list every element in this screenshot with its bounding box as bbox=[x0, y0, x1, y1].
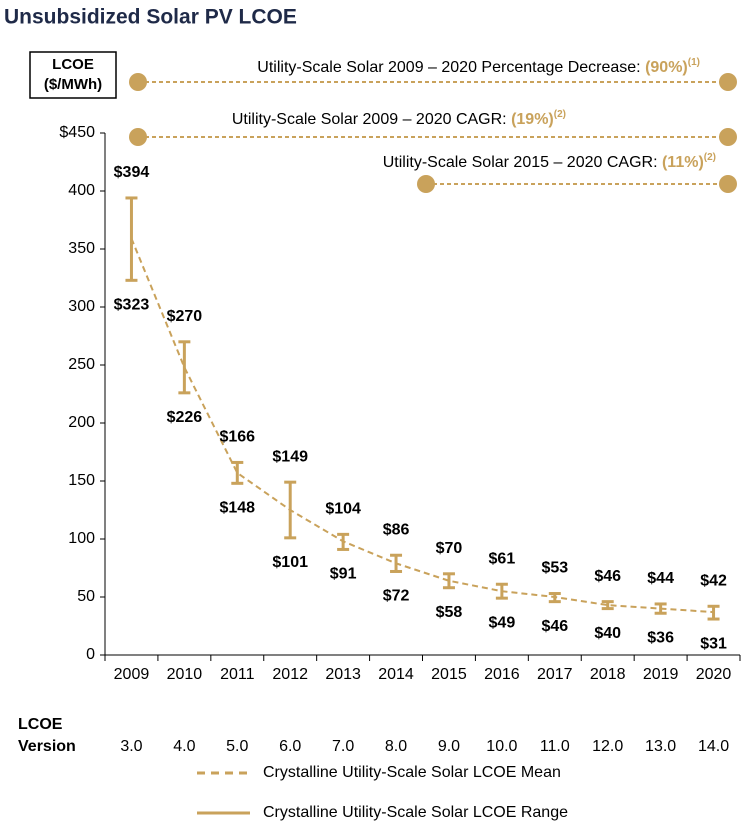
annotation-note: (2) bbox=[704, 152, 716, 163]
annotation: Utility-Scale Solar 2009 – 2020 CAGR: (1… bbox=[232, 109, 566, 129]
legend-label: Crystalline Utility-Scale Solar LCOE Mea… bbox=[263, 764, 561, 781]
y-tick-label: 350 bbox=[68, 240, 95, 257]
row-value: 5.0 bbox=[226, 738, 248, 755]
high-label: $61 bbox=[489, 550, 516, 567]
annotation: Utility-Scale Solar 2009 – 2020 Percenta… bbox=[257, 57, 700, 77]
row-value: 11.0 bbox=[540, 738, 570, 755]
row-value: 3.0 bbox=[120, 738, 142, 755]
annotation-text: Utility-Scale Solar 2009 – 2020 Percenta… bbox=[257, 59, 645, 76]
high-label: $53 bbox=[541, 560, 568, 577]
y-tick-label: 100 bbox=[68, 530, 95, 547]
y-axis-label: LCOE ($/MWh) bbox=[44, 56, 102, 93]
annotation-note: (1) bbox=[688, 57, 700, 68]
x-tick-label: 2017 bbox=[537, 666, 573, 683]
x-tick-label: 2020 bbox=[696, 666, 732, 683]
high-label: $149 bbox=[272, 448, 308, 465]
row-label: LCOE Version bbox=[18, 716, 76, 755]
y-tick-label: 250 bbox=[68, 356, 95, 373]
low-label: $46 bbox=[541, 618, 568, 635]
x-tick-label: 2009 bbox=[114, 666, 150, 683]
low-label: $36 bbox=[647, 629, 674, 646]
low-label: $226 bbox=[167, 409, 203, 426]
low-label: $31 bbox=[700, 635, 727, 652]
annotation: Utility-Scale Solar 2015 – 2020 CAGR: (1… bbox=[383, 152, 716, 172]
annotation-note: (2) bbox=[554, 109, 566, 120]
y-tick-label: 50 bbox=[77, 588, 95, 605]
high-label: $394 bbox=[114, 164, 150, 181]
y-tick-label: 200 bbox=[68, 414, 95, 431]
annotation-dot bbox=[129, 73, 147, 91]
row-value: 13.0 bbox=[645, 738, 676, 755]
low-label: $148 bbox=[219, 500, 255, 517]
row-value: 10.0 bbox=[486, 738, 517, 755]
annotation-value: (90%) bbox=[645, 59, 688, 76]
low-label: $58 bbox=[436, 604, 463, 621]
annotation-value: (11%) bbox=[662, 154, 704, 171]
x-tick-label: 2012 bbox=[272, 666, 308, 683]
legend-label: Crystalline Utility-Scale Solar LCOE Ran… bbox=[263, 804, 568, 821]
low-label: $323 bbox=[114, 297, 150, 314]
annotation-value: (19%) bbox=[511, 111, 554, 128]
annotation-dot bbox=[719, 128, 737, 146]
x-tick-label: 2018 bbox=[590, 666, 626, 683]
high-label: $270 bbox=[167, 308, 203, 325]
annotation-dot bbox=[719, 175, 737, 193]
high-label: $44 bbox=[647, 570, 674, 587]
x-tick-label: 2016 bbox=[484, 666, 520, 683]
high-label: $42 bbox=[700, 572, 727, 589]
annotation-dot bbox=[129, 128, 147, 146]
low-label: $91 bbox=[330, 566, 357, 583]
annotation-dot bbox=[719, 73, 737, 91]
x-tick-label: 2019 bbox=[643, 666, 679, 683]
row-value: 12.0 bbox=[592, 738, 623, 755]
high-label: $46 bbox=[594, 568, 621, 585]
high-label: $104 bbox=[325, 501, 361, 518]
high-label: $86 bbox=[383, 521, 410, 538]
x-tick-label: 2013 bbox=[325, 666, 361, 683]
x-tick-label: 2011 bbox=[220, 666, 255, 683]
low-label: $72 bbox=[383, 588, 410, 605]
y-tick-label: 300 bbox=[68, 298, 95, 315]
y-tick-label: 150 bbox=[68, 472, 95, 489]
y-tick-label: $450 bbox=[59, 124, 95, 141]
high-label: $70 bbox=[436, 540, 463, 557]
x-tick-label: 2015 bbox=[431, 666, 467, 683]
y-tick-label: 0 bbox=[86, 646, 95, 663]
row-value: 4.0 bbox=[173, 738, 195, 755]
mean-line bbox=[130, 238, 714, 614]
annotation-text: Utility-Scale Solar 2009 – 2020 CAGR: bbox=[232, 111, 511, 128]
low-label: $101 bbox=[272, 554, 308, 571]
high-label: $166 bbox=[219, 429, 255, 446]
y-tick-label: 400 bbox=[68, 182, 95, 199]
y-label-box bbox=[29, 51, 117, 99]
row-value: 14.0 bbox=[698, 738, 729, 755]
annotation-dot bbox=[417, 175, 435, 193]
x-tick-label: 2010 bbox=[167, 666, 203, 683]
x-tick-label: 2014 bbox=[378, 666, 414, 683]
row-value: 7.0 bbox=[332, 738, 354, 755]
row-value: 9.0 bbox=[438, 738, 460, 755]
chart-title: Unsubsidized Solar PV LCOE bbox=[4, 6, 297, 29]
annotation-text: Utility-Scale Solar 2015 – 2020 CAGR: bbox=[383, 154, 662, 171]
row-value: 6.0 bbox=[279, 738, 301, 755]
row-value: 8.0 bbox=[385, 738, 407, 755]
low-label: $40 bbox=[594, 625, 621, 642]
low-label: $49 bbox=[489, 614, 516, 631]
